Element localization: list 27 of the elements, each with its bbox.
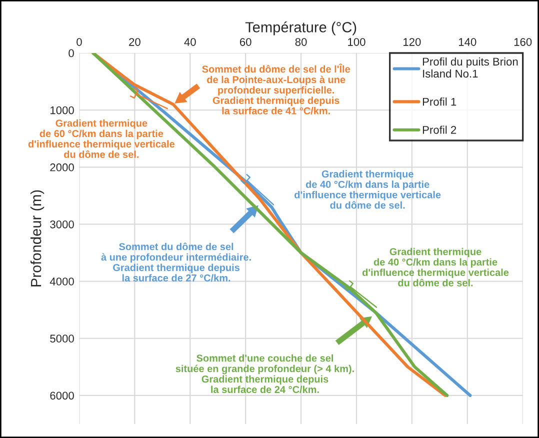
annotation: Gradient thermique de 40 °C/km dans la partie d'influence thermique verticale du dôme de sel. <box>362 248 509 286</box>
annotation: Gradient thermique de 60 °C/km dans la partie d'influence thermique verticale du dôme de sel. <box>28 119 175 158</box>
y-tick-label: 5000 <box>50 334 74 343</box>
x-axis-title: Température (°C) <box>245 21 356 36</box>
y-axis-title: Profondeur (m) <box>30 190 44 286</box>
x-tick-label: 40 <box>184 38 196 46</box>
y-tick-label: 6000 <box>50 392 74 400</box>
x-tick-label: 160 <box>514 38 532 46</box>
annotation: Gradient thermique de 40 °C/km dans la partie d'influence thermique verticale du dôme de sel. <box>294 170 441 209</box>
legend-label: Profil 2 <box>422 126 456 134</box>
y-tick-label: 4000 <box>50 278 74 286</box>
x-tick-label: 120 <box>404 38 421 46</box>
y-tick-label: 0 <box>68 49 74 58</box>
annotation: Sommet du dôme de sel de l'Île de la Pointe-aux-Loups à une profondeur superficielle. Gradient thermique depuis la surface de 41 °C/km. <box>202 64 350 114</box>
legend-label: Profil 1 <box>422 98 456 106</box>
x-tick-label: 20 <box>129 38 140 46</box>
x-tick-label: 80 <box>295 38 307 46</box>
y-tick-label: 1000 <box>50 106 74 114</box>
x-tick-label: 140 <box>458 38 476 46</box>
y-tick-label: 3000 <box>50 220 74 228</box>
legend-label: Profil du puits Brion Island No.1 <box>422 57 518 78</box>
annotation: Sommet d'une couche de sel située en grande profondeur (> 4 km). Gradient thermique depuis la surface de 24 °C/km. <box>176 354 354 394</box>
x-tick-label: 60 <box>240 38 252 46</box>
annotation: Sommet du dôme de sel à une profondeur intermédiaire. Gradient thermique depuis la surface de 27 °C/km. <box>101 242 251 282</box>
x-tick-label: 0 <box>76 38 82 46</box>
x-tick-label: 100 <box>348 38 366 46</box>
y-tick-label: 2000 <box>50 163 74 172</box>
